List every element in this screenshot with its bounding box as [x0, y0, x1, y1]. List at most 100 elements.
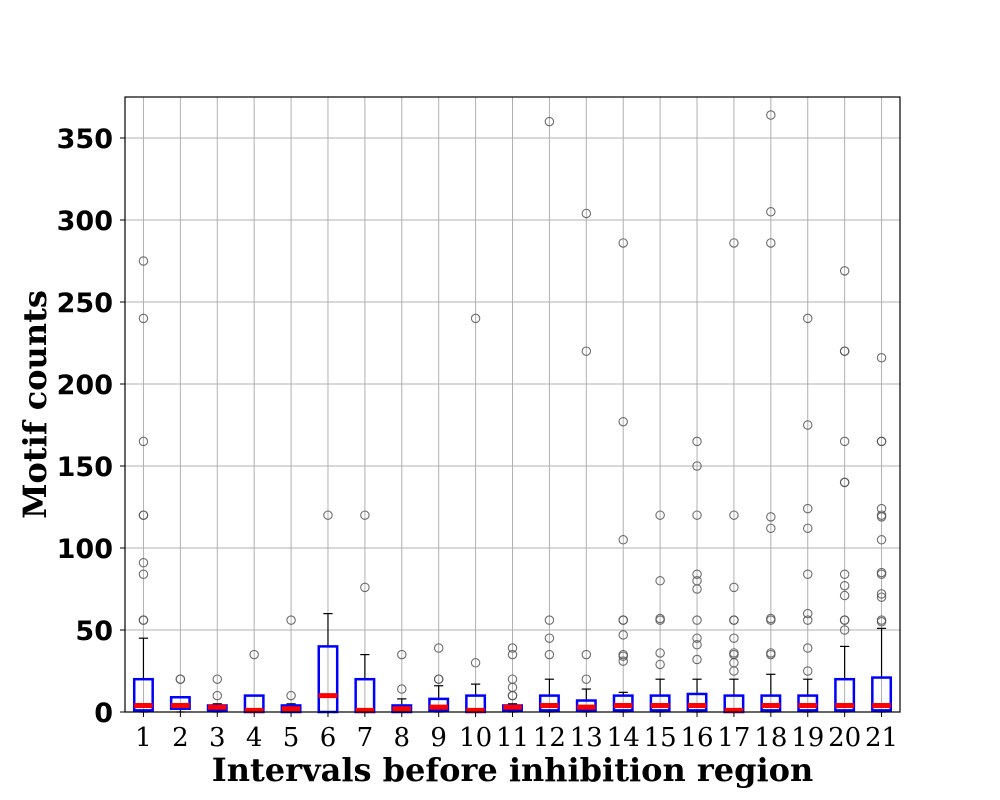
x-tick-label: 15	[644, 723, 677, 753]
outlier-point	[397, 684, 407, 694]
outlier-point	[655, 510, 665, 520]
x-tick-label: 2	[172, 723, 189, 753]
outlier-point	[618, 656, 628, 666]
outlier-point	[175, 674, 186, 684]
outlier-point	[729, 648, 739, 658]
outlier-point	[507, 643, 518, 653]
outlier-point	[433, 674, 444, 684]
outlier-point	[729, 582, 739, 593]
y-axis-label: Motif counts	[16, 290, 54, 519]
outlier-point	[766, 207, 776, 217]
iqr-box	[871, 676, 893, 712]
outlier-point	[766, 110, 776, 120]
outlier-point	[839, 266, 850, 276]
x-tick-label: 21	[865, 723, 898, 753]
outlier-point	[876, 503, 887, 514]
x-tick-label: 5	[283, 723, 300, 753]
outlier-point	[692, 510, 702, 520]
outlier-point	[766, 523, 776, 534]
box-1	[132, 256, 154, 713]
outlier-point	[692, 569, 702, 579]
outlier-point	[544, 633, 555, 643]
outlier-point	[729, 510, 739, 520]
iqr-box	[132, 677, 154, 712]
x-tick-label: 8	[394, 723, 411, 753]
outlier-point	[581, 208, 592, 219]
box-3	[206, 674, 228, 713]
outlier-point	[212, 674, 223, 684]
outlier-point	[618, 615, 628, 625]
outlier-point	[138, 436, 149, 447]
outlier-point	[802, 615, 813, 625]
x-tick-label: 3	[209, 723, 226, 753]
outlier-point	[839, 477, 850, 488]
outlier-point	[692, 640, 702, 650]
outlier-point	[692, 633, 702, 643]
x-tick-label: 7	[357, 723, 374, 753]
outlier-point	[766, 648, 776, 658]
x-tick-label: 9	[430, 723, 447, 753]
outlier-point	[655, 613, 665, 624]
outlier-point	[839, 569, 850, 579]
y-tick-label: 100	[57, 534, 113, 565]
outlier-point	[507, 674, 518, 684]
outlier-point	[802, 569, 813, 579]
outlier-point	[618, 649, 628, 660]
outlier-point	[138, 569, 149, 579]
outlier-point	[360, 510, 370, 520]
x-tick-label: 20	[828, 723, 861, 753]
outlier-point	[544, 116, 555, 127]
box-15	[649, 510, 671, 713]
x-tick-label: 1	[135, 723, 152, 753]
outlier-point	[249, 649, 259, 660]
outlier-point	[729, 238, 739, 248]
outlier-point	[433, 643, 444, 653]
iqr-box	[686, 692, 708, 712]
x-tick-label: 16	[680, 723, 713, 753]
outlier-point	[397, 649, 407, 660]
y-tick-label: 50	[75, 616, 113, 647]
y-axis-ticks: 0 50 100 150 200 250 300 350	[57, 124, 125, 729]
outlier-point	[766, 613, 776, 624]
box-18	[760, 110, 782, 713]
outlier-point	[581, 674, 592, 684]
y-tick-label: 300	[57, 206, 113, 237]
outlier-point	[802, 313, 813, 324]
outlier-point	[876, 535, 887, 545]
y-tick-label: 200	[57, 370, 113, 401]
y-tick-label: 350	[57, 124, 113, 155]
outlier-point	[839, 436, 850, 447]
outlier-point	[876, 589, 887, 599]
outlier-point	[692, 576, 702, 586]
outlier-point	[802, 523, 813, 534]
x-tick-label: 19	[791, 723, 824, 753]
outlier-point	[876, 567, 887, 578]
outlier-point	[360, 582, 370, 593]
outlier-point	[544, 615, 555, 625]
x-tick-label: 11	[496, 723, 529, 753]
outlier-point	[839, 590, 850, 601]
outlier-point	[138, 558, 149, 568]
outlier-point	[323, 510, 333, 520]
outlier-point	[655, 648, 665, 658]
outlier-point	[692, 615, 702, 625]
outlier-point	[692, 654, 702, 665]
outlier-point	[581, 649, 592, 660]
outlier-point	[138, 510, 149, 520]
outlier-point	[618, 535, 628, 545]
y-tick-label: 250	[57, 288, 113, 319]
outlier-point	[286, 615, 296, 625]
outlier-point	[876, 615, 887, 625]
x-tick-label: 13	[570, 723, 603, 753]
y-tick-label: 150	[57, 452, 113, 483]
x-tick-label: 6	[320, 723, 337, 753]
outlier-point	[138, 256, 149, 266]
x-tick-label: 12	[533, 723, 566, 753]
box-12	[538, 116, 560, 713]
outlier-point	[802, 666, 813, 676]
x-axis-label: Intervals before inhibition region	[212, 751, 814, 789]
iqr-box	[834, 677, 856, 712]
outlier-point	[286, 690, 296, 701]
outlier-point	[544, 649, 555, 660]
